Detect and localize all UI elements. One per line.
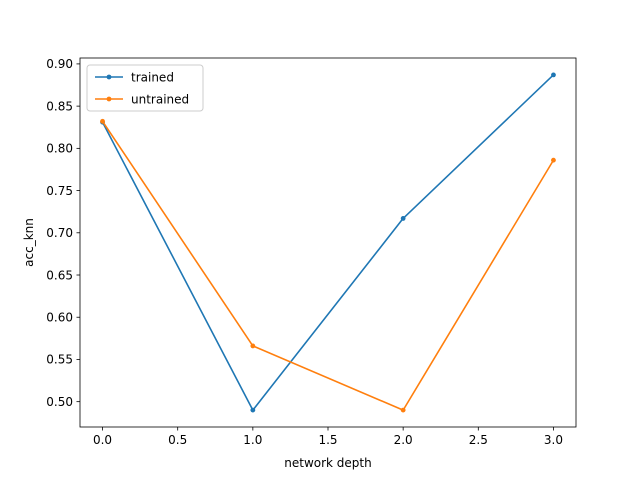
legend-marker-trained bbox=[106, 74, 112, 80]
x-axis-label: network depth bbox=[284, 456, 371, 470]
x-tick-label: 3.0 bbox=[544, 433, 563, 447]
data-point-trained-2 bbox=[400, 216, 406, 221]
series-line-untrained bbox=[101, 120, 555, 411]
y-tick-label: 0.60 bbox=[46, 311, 73, 325]
data-point-untrained-3 bbox=[551, 157, 556, 163]
legend: trained untrained bbox=[86, 64, 204, 112]
legend-label-untrained: untrained bbox=[131, 92, 189, 106]
x-tick-label: 2.5 bbox=[469, 433, 488, 447]
y-tick-label: 0.55 bbox=[46, 353, 73, 367]
x-tick-label: 0.5 bbox=[168, 433, 187, 447]
x-tick-label: 1.0 bbox=[243, 433, 262, 447]
x-tick-label: 0.0 bbox=[93, 433, 112, 447]
plot-area bbox=[100, 72, 556, 413]
y-tick-label: 0.90 bbox=[46, 57, 73, 71]
legend-marker-untrained bbox=[106, 96, 112, 102]
y-tick-label: 0.75 bbox=[46, 184, 73, 198]
y-tick-label: 0.80 bbox=[46, 142, 73, 156]
axes: 0.0 0.5 1.0 1.5 2.0 2.5 3.0 0.50 0.55 0.60 0.65 0.7… bbox=[46, 57, 577, 447]
data-point-untrained-1 bbox=[250, 343, 256, 349]
y-tick-label: 0.70 bbox=[46, 226, 73, 240]
data-point-untrained-2 bbox=[400, 407, 406, 413]
data-point-trained-3 bbox=[551, 72, 556, 78]
x-tick-label: 2.0 bbox=[394, 433, 413, 447]
y-tick-label: 0.65 bbox=[46, 268, 73, 282]
series-line-trained bbox=[101, 73, 555, 411]
data-point-trained-1 bbox=[250, 407, 256, 413]
y-tick-label: 0.50 bbox=[46, 395, 73, 409]
legend-label-trained: trained bbox=[131, 70, 174, 84]
y-axis-label: acc_knn bbox=[22, 218, 36, 267]
y-tick-label: 0.85 bbox=[46, 99, 73, 113]
x-tick-label: 1.5 bbox=[318, 433, 337, 447]
data-point-untrained-0 bbox=[100, 118, 105, 124]
